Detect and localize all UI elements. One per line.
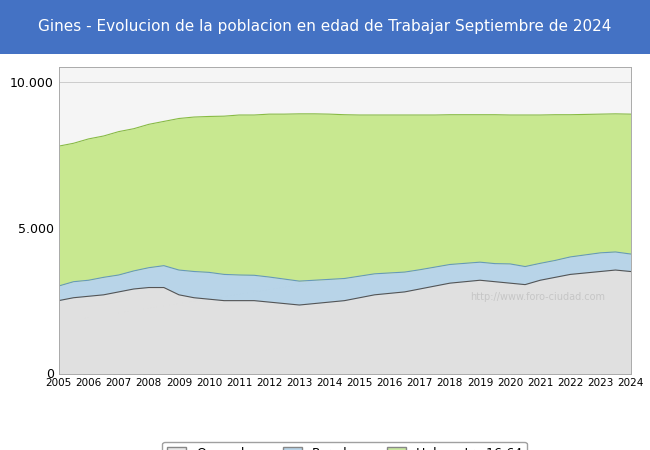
Text: Gines - Evolucion de la poblacion en edad de Trabajar Septiembre de 2024: Gines - Evolucion de la poblacion en eda…: [38, 19, 612, 35]
Text: http://www.foro-ciudad.com: http://www.foro-ciudad.com: [471, 292, 605, 302]
Legend: Ocupados, Parados, Hab. entre 16-64: Ocupados, Parados, Hab. entre 16-64: [162, 441, 526, 450]
